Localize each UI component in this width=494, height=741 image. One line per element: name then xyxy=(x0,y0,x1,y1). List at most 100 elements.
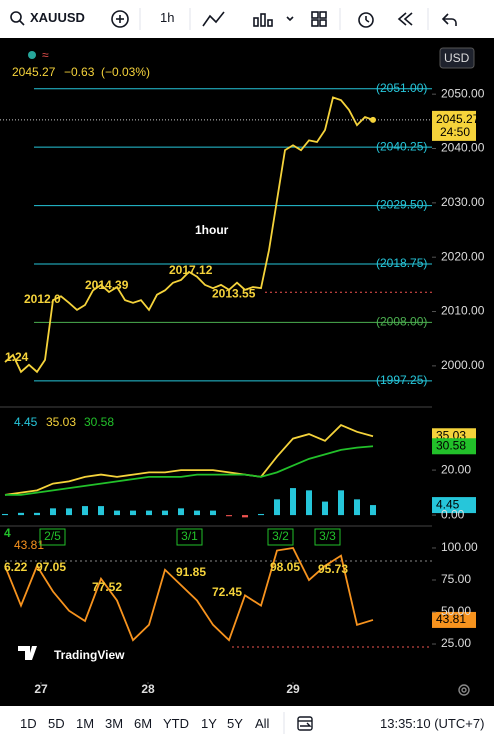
tag-box xyxy=(314,528,341,546)
range-button[interactable]: 5Y xyxy=(227,716,243,731)
y-tick-label: 2020.00 xyxy=(441,249,485,263)
histogram-bar xyxy=(50,508,56,516)
series-line xyxy=(4,424,374,496)
y-tick-label: 75.00 xyxy=(441,572,471,586)
x-tick-label: 28 xyxy=(141,682,155,696)
symbol[interactable]: XAUUSD xyxy=(30,10,85,25)
range-button[interactable]: 5D xyxy=(48,716,65,731)
histogram-bar xyxy=(210,510,216,516)
annotation: 6.22 xyxy=(4,560,28,574)
range-bar: 1D 5D 1M 3M 6M YTD 1Y 5Y All 13:35:10 (UTC+7) xyxy=(0,706,494,741)
fib-label: (2018.75) xyxy=(376,256,427,270)
histogram-bar xyxy=(322,501,328,516)
annotation: 2017.12 xyxy=(169,263,213,277)
histogram-bar xyxy=(2,513,8,516)
annotation: 2014.39 xyxy=(85,278,129,292)
range-bar-icons xyxy=(283,712,313,734)
y-tick-label: 0.00 xyxy=(441,507,465,521)
annotation: 97.05 xyxy=(36,560,66,574)
histogram-bar xyxy=(34,512,40,516)
clock: 13:35:10 (UTC+7) xyxy=(380,716,485,731)
y-tick-label: 2010.00 xyxy=(441,304,485,318)
tag: 3/2 xyxy=(272,529,289,543)
y-tick-label: 100.00 xyxy=(441,540,478,554)
range-button[interactable]: 6M xyxy=(134,716,153,731)
y-tick-label: 2040.00 xyxy=(441,141,485,155)
fib-label: (2029.50) xyxy=(376,198,427,212)
chart-background xyxy=(0,38,494,706)
series-line xyxy=(5,445,374,496)
last-value: 2045.27 xyxy=(436,112,480,126)
histogram-bar xyxy=(194,510,200,516)
countdown: 24:50 xyxy=(440,125,470,139)
legend-value: 43.81 xyxy=(14,538,44,552)
fib-label: (2051.00) xyxy=(376,81,427,95)
last-value: 43.81 xyxy=(436,612,466,626)
tag: 2/5 xyxy=(44,529,61,543)
histogram-bar xyxy=(114,510,120,516)
range-button[interactable]: 1M xyxy=(76,716,95,731)
last-value-box xyxy=(432,497,476,514)
series-line xyxy=(4,96,374,374)
histogram-bar xyxy=(18,512,24,516)
legend-change: −0.63 xyxy=(64,65,95,79)
histogram-bar xyxy=(82,506,88,516)
histogram-bar xyxy=(354,499,360,516)
range-button[interactable]: All xyxy=(255,716,270,731)
currency[interactable]: USD xyxy=(444,51,470,65)
last-value: 30.58 xyxy=(436,438,466,452)
annotation: 1hour xyxy=(195,223,229,237)
histogram-bar xyxy=(258,513,264,516)
series-line xyxy=(4,546,374,642)
annotation: 95.73 xyxy=(318,562,348,576)
range-button[interactable]: 1Y xyxy=(201,716,217,731)
y-tick-label: 25.00 xyxy=(441,636,471,650)
histogram-bar xyxy=(98,506,104,516)
range-button[interactable]: YTD xyxy=(163,716,189,731)
histogram-bar xyxy=(130,510,136,516)
histogram-bar xyxy=(290,488,296,516)
histogram-bar xyxy=(226,515,232,517)
tag: 3/3 xyxy=(319,529,336,543)
histogram-bar xyxy=(274,499,280,516)
histogram-bar xyxy=(178,508,184,516)
range-button[interactable]: 3M xyxy=(105,716,124,731)
chart: USD ≈ 2045.27 −0.63 (−0.03%) 4.45 35.03 … xyxy=(0,38,494,706)
last-point xyxy=(370,116,376,123)
currency-button[interactable] xyxy=(439,47,475,69)
legend-histogram: 4.45 xyxy=(14,415,38,429)
annotation: 72.45 xyxy=(212,585,242,599)
legend-price: 2045.27 xyxy=(12,65,56,79)
fib-label: (2040.25) xyxy=(376,139,427,153)
annotation: 77.52 xyxy=(92,580,122,594)
annotation: 4 xyxy=(4,526,11,540)
histogram-bar xyxy=(66,508,72,516)
histogram-bar xyxy=(306,490,312,516)
legend-slow: 30.58 xyxy=(84,415,114,429)
range-button[interactable]: 1D xyxy=(20,716,37,731)
toolbar-icons xyxy=(10,8,457,30)
legend-change-pct: (−0.03%) xyxy=(101,65,150,79)
histogram-bar xyxy=(370,505,376,516)
last-value-box xyxy=(432,438,476,455)
y-tick-label: 2050.00 xyxy=(441,86,485,100)
last-value: 4.45 xyxy=(436,497,460,511)
legend-fast: 35.03 xyxy=(46,415,76,429)
annotation: 91.85 xyxy=(176,565,206,579)
annotation: 2012.0 xyxy=(24,292,61,306)
y-tick-label: 50.00 xyxy=(441,604,471,618)
histogram-bar xyxy=(242,515,248,518)
tag: 3/1 xyxy=(181,529,198,543)
annotation: 1.24 xyxy=(5,350,29,364)
last-value-box xyxy=(432,110,476,141)
annotation: 98.05 xyxy=(270,560,300,574)
interval[interactable]: 1h xyxy=(160,10,175,25)
tag-box xyxy=(176,528,203,546)
watermark: TradingView xyxy=(54,648,125,662)
y-tick-label: 2000.00 xyxy=(441,358,485,372)
logo: TradingView xyxy=(18,646,125,662)
fib-label: (2008.00) xyxy=(376,315,427,329)
x-tick-label: 29 xyxy=(286,682,300,696)
histogram-bar xyxy=(146,510,152,516)
y-tick-label: 20.00 xyxy=(441,462,471,476)
